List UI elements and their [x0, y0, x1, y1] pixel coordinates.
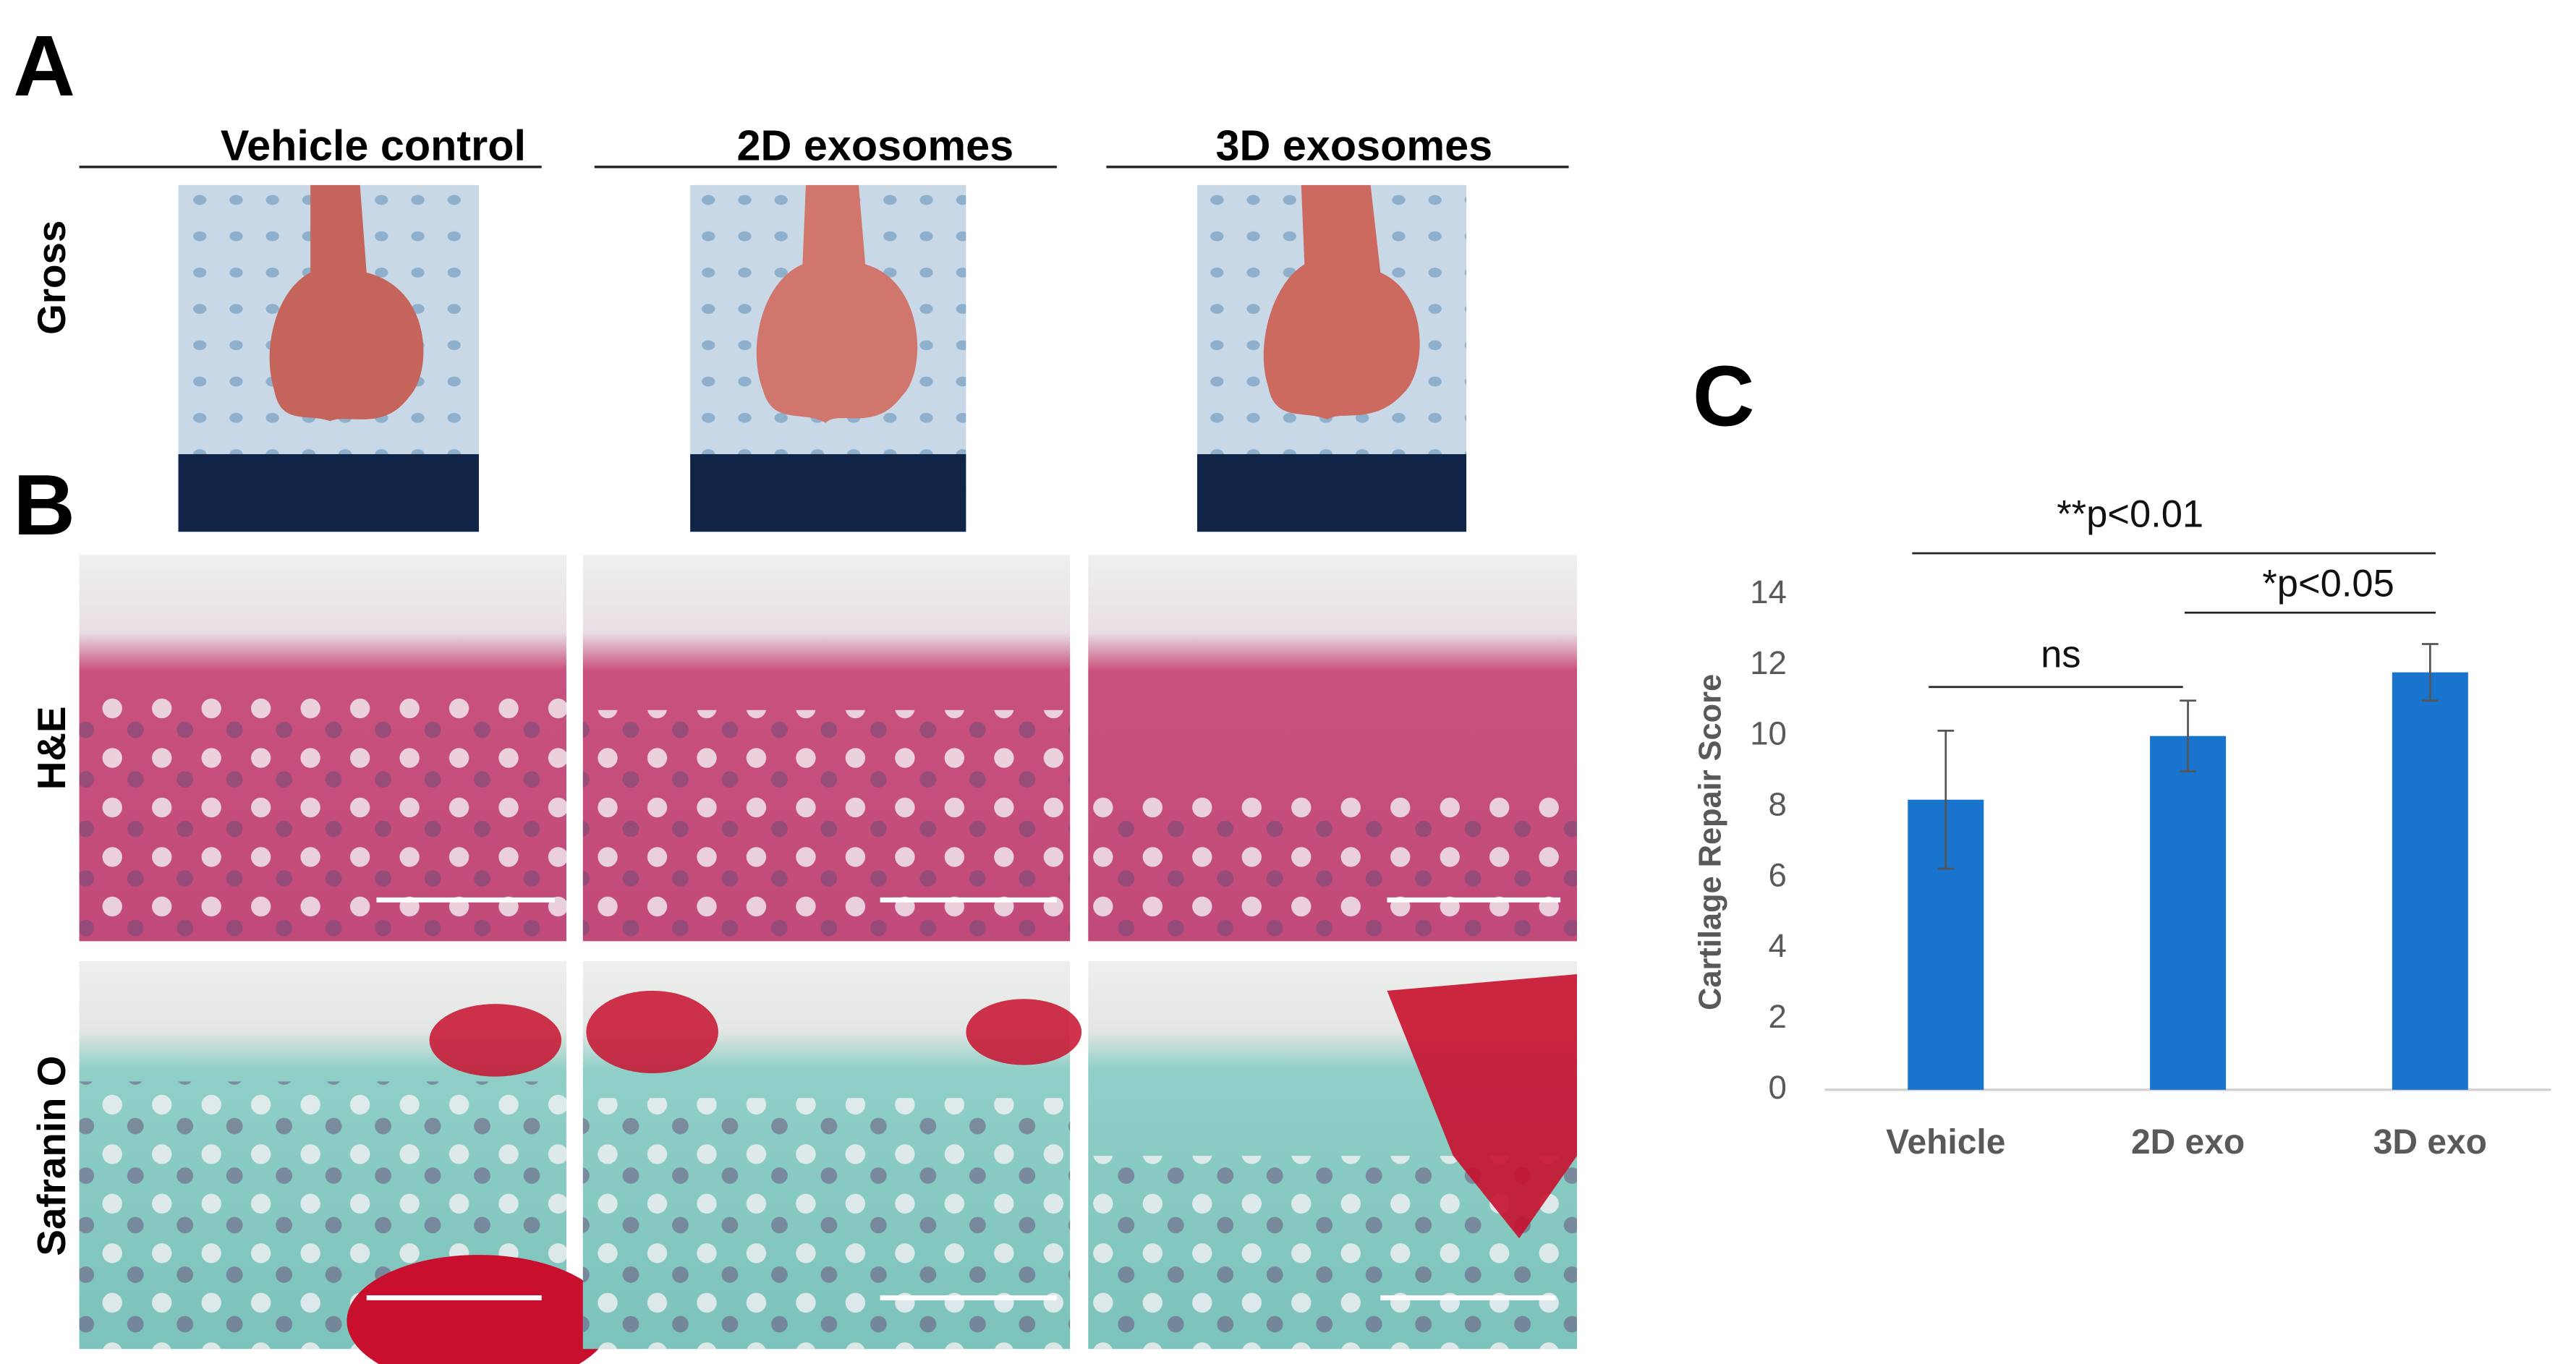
photo [178, 184, 479, 532]
error-bar [1937, 729, 1955, 870]
y-tick-label: 14 [1750, 574, 1787, 610]
y-tick-label: 6 [1768, 856, 1786, 893]
bar [2392, 672, 2468, 1090]
image-texture [79, 693, 566, 942]
annotation: ns [2041, 634, 2080, 676]
scale-bars [366, 897, 1561, 1300]
column-header: 3D exosomes [1215, 121, 1492, 169]
image-texture [582, 1098, 1071, 1350]
y-tick-label: 8 [1768, 786, 1786, 823]
photo [1196, 184, 1467, 532]
y-tick-label: 0 [1768, 1069, 1786, 1106]
row-label: Safranin O [29, 1056, 74, 1256]
panel-label: B [13, 458, 75, 553]
y-tick-label: 12 [1750, 644, 1787, 681]
panel-label: A [13, 19, 75, 114]
error-bar [2421, 643, 2439, 702]
error-bar [2180, 699, 2196, 772]
column-header: 2D exosomes [737, 121, 1014, 169]
image-texture [1088, 792, 1577, 942]
histology-images [79, 555, 1577, 1364]
annotation: *p<0.05 [2262, 562, 2394, 605]
x-tick-label: Vehicle [1886, 1123, 2005, 1161]
row-label: H&E [29, 706, 74, 790]
gross-photos [178, 184, 1467, 532]
y-tick-label: 4 [1768, 927, 1786, 964]
row-label: Gross [29, 221, 74, 335]
bar [2150, 736, 2227, 1090]
photo [690, 184, 966, 532]
bar-chart: Cartilage Repair Score 0 2 4 6 8 10 12 14 Vehicle… [1693, 493, 2551, 1161]
y-tick-label: 10 [1750, 715, 1787, 752]
x-tick-label: 2D exo [2131, 1123, 2245, 1161]
column-header: Vehicle control [221, 121, 526, 169]
y-axis-label: Cartilage Repair Score [1693, 674, 1728, 1010]
y-tick-label: 2 [1768, 998, 1786, 1035]
image-texture [582, 709, 1071, 942]
annotation: **p<0.01 [2057, 493, 2203, 536]
panel-label: C [1693, 349, 1755, 445]
x-tick-label: 3D exo [2373, 1123, 2487, 1161]
column-headers: Vehicle control 2D exosomes 3D exosomes [79, 121, 1569, 169]
